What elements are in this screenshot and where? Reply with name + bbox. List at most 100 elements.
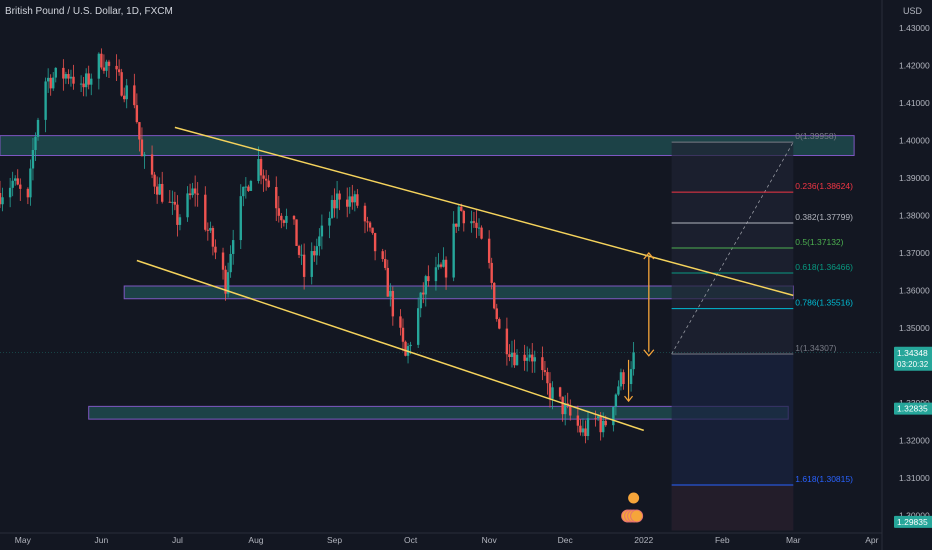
- candle-body-143: [508, 354, 511, 358]
- price-tick-11: 1.32000: [899, 436, 930, 446]
- candle-body-135: [477, 227, 481, 229]
- candle-body-43: [153, 174, 156, 187]
- candle-body-131: [462, 210, 466, 224]
- candle-body-46: [161, 183, 164, 202]
- candle-body-95: [335, 193, 339, 209]
- candle-body-148: [525, 357, 529, 361]
- candle-body-3: [11, 180, 14, 188]
- candle-body-45: [158, 183, 161, 195]
- fibonacci-layer: 0(1.39958) 0.236(1.38624) 0.382(1.37799) 0.…: [0, 131, 882, 531]
- candle-body-85: [300, 254, 303, 256]
- small-arrow-head: [624, 395, 634, 403]
- candle-body-139: [493, 282, 496, 309]
- candle-body-64: [226, 272, 230, 294]
- price-tick-1: 1.42000: [899, 61, 930, 71]
- candle-body-87: [310, 251, 313, 277]
- candle-body-132: [470, 221, 473, 224]
- candle-body-129: [457, 206, 460, 227]
- candle-body-104: [368, 222, 372, 228]
- chart-title: British Pound / U.S. Dollar, 1D, FXCM: [5, 6, 173, 17]
- price-tick-3: 1.40000: [899, 136, 930, 146]
- candle-body-16: [54, 67, 57, 78]
- candle-body-53: [188, 193, 192, 196]
- candle-body-57: [204, 194, 207, 230]
- candle-body-47: [168, 201, 172, 203]
- candle-body-77: [275, 186, 278, 209]
- candle-body-56: [196, 193, 199, 195]
- candle-body-65: [229, 253, 232, 273]
- candle-body-109: [386, 267, 389, 297]
- candle-body-50: [176, 204, 179, 225]
- candle-body-84: [297, 245, 301, 255]
- candle-body-130: [460, 206, 463, 211]
- candle-body-78: [277, 208, 280, 216]
- candle-body-60: [211, 227, 215, 247]
- candle-body-63: [224, 269, 227, 294]
- candle-body-54: [191, 188, 194, 196]
- candle-body-119: [422, 292, 425, 295]
- candle-body-151: [533, 357, 536, 362]
- fib-level-label-6: 1(1.34307): [795, 343, 836, 353]
- candle-body-170: [602, 420, 605, 433]
- candle-body-68: [242, 186, 245, 197]
- candle-body-155: [548, 383, 552, 399]
- candle-body-134: [475, 222, 478, 228]
- candle-body-164: [581, 428, 585, 433]
- candle-body-24: [84, 73, 88, 88]
- candle-body-159: [563, 403, 567, 415]
- channel-layer: [136, 126, 794, 523]
- candle-body-97: [346, 199, 349, 207]
- candle-body-107: [381, 251, 384, 260]
- price-badge-0: [894, 346, 932, 371]
- candle-body-37: [133, 85, 136, 106]
- candle-body-177: [629, 369, 633, 385]
- price-axis[interactable]: 1.43000 1.42000 1.41000 1.40000 1.39000 1.380…: [881, 0, 932, 550]
- projection-arrow-head-up: [643, 251, 655, 260]
- candle-body-48: [171, 201, 174, 203]
- candle-body-36: [125, 85, 128, 100]
- candle-body-178: [632, 352, 635, 370]
- price-tick-6: 1.37000: [899, 248, 930, 258]
- candle-body-138: [490, 262, 493, 283]
- candle-body-81: [285, 215, 288, 223]
- candle-body-10: [34, 136, 37, 151]
- candle-body-25: [87, 73, 90, 85]
- candle-body-125: [442, 259, 445, 267]
- time-tick-1: Jun: [95, 535, 109, 545]
- candle-body-51: [178, 217, 182, 225]
- time-tick-11: Apr: [865, 535, 878, 545]
- candle-body-41: [143, 154, 146, 157]
- candle-body-124: [439, 264, 443, 267]
- candle-body-32: [115, 65, 118, 70]
- time-tick-0: May: [15, 535, 32, 545]
- candle-body-69: [244, 186, 248, 188]
- candle-body-19: [67, 74, 70, 79]
- candle-body-2: [8, 187, 12, 198]
- candle-body-140: [495, 308, 498, 320]
- earnings-badge-icon-3: [630, 509, 644, 523]
- candle-body-67: [239, 196, 242, 241]
- candle-body-58: [206, 229, 210, 231]
- time-axis[interactable]: May Jun Jul Aug Sep Oct Nov Dec 2022 Feb Mar Apr: [0, 532, 882, 545]
- candle-body-106: [373, 233, 377, 252]
- candle-body-52: [186, 193, 189, 218]
- time-tick-3: Aug: [248, 535, 263, 545]
- candle-body-74: [262, 175, 265, 179]
- candle-body-137: [487, 238, 491, 263]
- candle-body-14: [49, 77, 52, 89]
- candle-body-128: [455, 223, 458, 227]
- candle-body-66: [231, 240, 235, 254]
- candle-body-156: [551, 387, 554, 399]
- price-tick-7: 1.36000: [899, 286, 930, 296]
- time-tick-10: Mar: [786, 535, 801, 545]
- channel-line-2: [136, 259, 644, 432]
- candle-body-172: [612, 407, 615, 426]
- candle-body-120: [424, 276, 427, 295]
- time-tick-5: Oct: [404, 535, 418, 545]
- fib-level-label-7: 1.618(1.30815): [795, 474, 853, 484]
- candle-body-49: [173, 201, 177, 205]
- candle-body-6: [19, 184, 22, 189]
- candle-body-157: [558, 387, 562, 397]
- candle-body-40: [140, 139, 144, 157]
